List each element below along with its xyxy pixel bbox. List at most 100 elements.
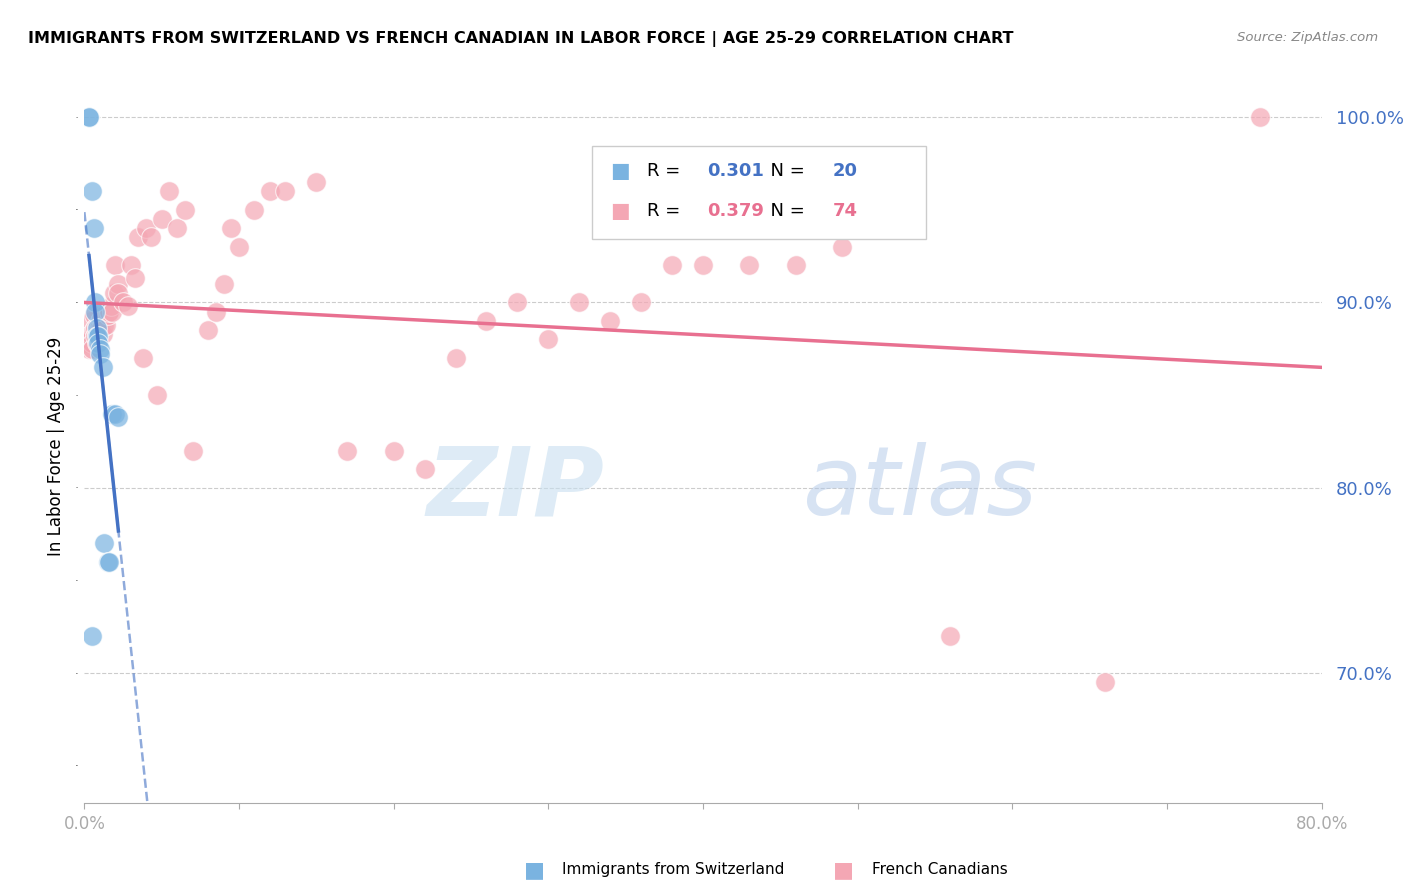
Point (107, 277, 129, 291)
Point (132, 351, 155, 365)
Point (382, 443, 405, 458)
Point (104, 407, 127, 421)
Point (146, 388, 169, 402)
Point (117, 299, 139, 313)
Point (98, 304, 121, 318)
Point (506, 295, 529, 310)
Point (205, 304, 228, 318)
Point (86, 326, 108, 341)
Point (135, 221, 157, 235)
Y-axis label: In Labor Force | Age 25-29: In Labor Force | Age 25-29 (48, 336, 65, 556)
Point (89, 342, 111, 356)
Point (150, 211, 173, 226)
Point (630, 295, 652, 310)
Point (77, 110, 100, 124)
Point (97, 555, 120, 569)
Point (93, 319, 115, 334)
Point (159, 184, 181, 198)
Point (174, 202, 197, 217)
Text: ZIP: ZIP (426, 442, 605, 535)
Point (86, 319, 108, 334)
Point (221, 221, 243, 235)
Point (444, 351, 467, 365)
Text: 0.379: 0.379 (707, 202, 763, 219)
Point (107, 286, 129, 301)
Point (91, 314, 114, 328)
Point (84, 321, 107, 335)
Point (83, 221, 105, 235)
Text: French Canadians: French Canadians (872, 863, 1008, 877)
Point (82, 184, 104, 198)
Point (89, 319, 111, 334)
Text: 74: 74 (832, 202, 858, 219)
Text: ■: ■ (610, 161, 630, 181)
Point (86, 321, 108, 335)
Text: R =: R = (647, 162, 686, 180)
Point (101, 304, 124, 318)
Point (1094, 675, 1116, 690)
Point (86, 328, 108, 343)
Point (77, 110, 100, 124)
Text: ■: ■ (524, 860, 544, 880)
Point (82, 342, 104, 356)
Point (661, 258, 683, 272)
Point (86, 336, 108, 351)
Point (128, 230, 150, 244)
Point (93, 536, 115, 550)
Text: Source: ZipAtlas.com: Source: ZipAtlas.com (1237, 31, 1378, 45)
Point (87, 333, 110, 347)
Point (83, 309, 105, 323)
Text: 20: 20 (832, 162, 858, 180)
Point (97, 309, 120, 323)
Text: IMMIGRANTS FROM SWITZERLAND VS FRENCH CANADIAN IN LABOR FORCE | AGE 25-29 CORREL: IMMIGRANTS FROM SWITZERLAND VS FRENCH CA… (28, 31, 1014, 47)
Point (120, 258, 142, 272)
Point (82, 336, 104, 351)
Point (89, 347, 111, 361)
Point (831, 240, 853, 254)
Point (228, 240, 250, 254)
Point (599, 314, 621, 328)
Point (259, 184, 281, 198)
Point (83, 323, 105, 337)
Point (87, 336, 110, 351)
Point (939, 629, 962, 643)
Point (274, 184, 297, 198)
Point (413, 462, 436, 476)
Point (79, 314, 101, 328)
Point (79, 326, 101, 341)
Point (107, 410, 129, 425)
Point (84, 295, 107, 310)
Text: N =: N = (759, 162, 810, 180)
Point (89, 314, 111, 328)
Point (1249, 110, 1271, 124)
Point (76, 336, 98, 351)
Text: 0.301: 0.301 (707, 162, 763, 180)
Point (93, 309, 115, 323)
Point (91, 326, 114, 341)
Point (90, 321, 112, 335)
Text: atlas: atlas (801, 442, 1038, 535)
Point (82, 629, 104, 643)
Point (103, 286, 125, 301)
Point (104, 258, 127, 272)
Text: R =: R = (647, 202, 686, 219)
Point (139, 230, 162, 244)
Point (243, 202, 266, 217)
Point (90, 312, 112, 326)
Point (212, 277, 235, 291)
Point (181, 443, 204, 458)
Point (537, 333, 560, 347)
Point (166, 221, 188, 235)
Point (305, 175, 328, 189)
Bar (592, 146, 925, 239)
Point (91, 360, 114, 375)
Point (98, 555, 121, 569)
Point (77, 342, 100, 356)
Text: ■: ■ (610, 201, 630, 220)
Point (101, 407, 124, 421)
Point (84, 328, 107, 343)
Point (785, 258, 807, 272)
Point (87, 328, 110, 343)
Point (87, 323, 110, 337)
Point (112, 295, 135, 310)
